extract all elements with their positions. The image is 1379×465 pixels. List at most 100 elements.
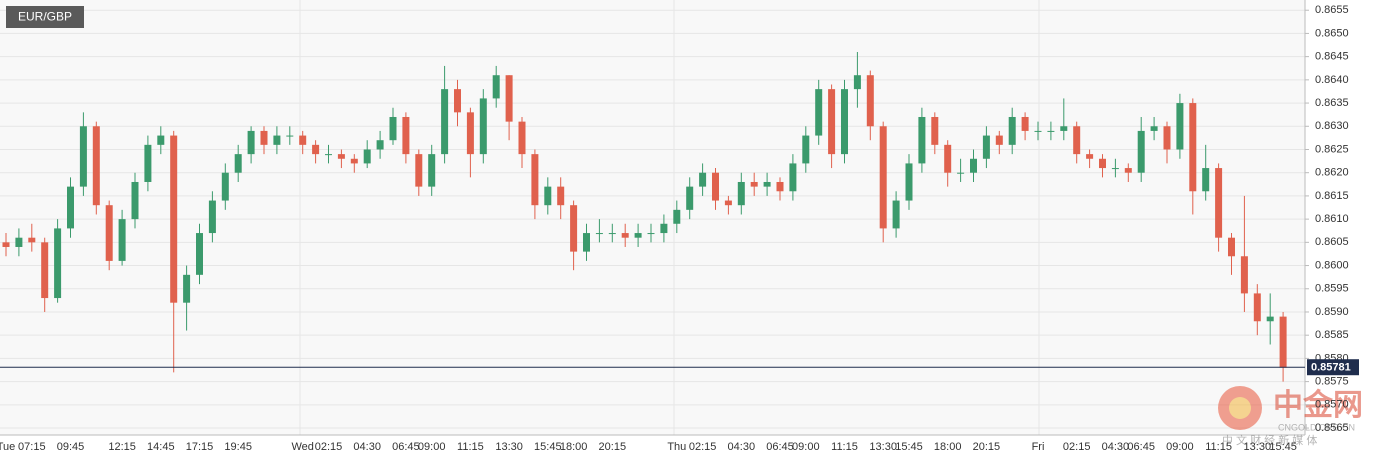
y-tick-label: 0.8575 xyxy=(1315,376,1349,388)
candle-body xyxy=(67,186,74,229)
y-tick-label: 0.8625 xyxy=(1315,143,1349,155)
candle-body xyxy=(686,186,694,210)
y-tick-label: 0.8645 xyxy=(1315,51,1349,63)
candle-body xyxy=(402,116,410,155)
x-tick-label: 15:45 xyxy=(534,441,562,453)
candle-body xyxy=(208,200,216,234)
y-tick-label: 0.8650 xyxy=(1315,27,1349,39)
candle-body xyxy=(15,237,23,247)
candle-body xyxy=(92,126,100,206)
candle-body xyxy=(454,89,461,113)
candle-body xyxy=(196,233,203,275)
x-tick-label: 09:00 xyxy=(1166,441,1194,453)
candle-body xyxy=(841,89,848,155)
candle-body xyxy=(647,233,655,235)
candle-body xyxy=(260,130,268,145)
candle-body xyxy=(1240,256,1248,294)
candle-body xyxy=(389,116,397,141)
candle-body xyxy=(802,135,810,164)
x-tick-label: 02:15 xyxy=(1063,441,1091,453)
candle-body xyxy=(479,98,487,155)
watermark-site: CNGOLD.ORG.CN xyxy=(1278,422,1355,432)
candle-body xyxy=(879,126,887,229)
candle-body xyxy=(505,75,513,122)
candle-body xyxy=(1189,103,1197,192)
candle-body xyxy=(415,154,423,187)
x-tick-label: 13:30 xyxy=(495,441,523,453)
candle-body xyxy=(1253,293,1261,322)
candle-body xyxy=(363,149,371,164)
candle-body xyxy=(905,163,913,201)
candle-body xyxy=(1150,126,1158,131)
candle-body xyxy=(1124,168,1132,173)
candle-body xyxy=(1060,126,1068,131)
candle-body xyxy=(1111,168,1119,170)
candle-body xyxy=(712,172,719,201)
candle-body xyxy=(273,135,281,145)
x-tick-label: 13:30 xyxy=(1244,441,1272,453)
y-tick-label: 0.8600 xyxy=(1315,259,1349,271)
candle-body xyxy=(337,154,345,159)
x-tick-label: 06:45 xyxy=(1127,441,1155,453)
candle-body xyxy=(750,181,758,187)
x-tick-label: 11:15 xyxy=(1205,441,1232,453)
x-tick-label: 04:30 xyxy=(1102,441,1130,453)
x-tick-label: 13:30 xyxy=(869,441,897,453)
candle-body xyxy=(492,75,500,99)
candle-body xyxy=(131,181,139,220)
candle-body xyxy=(105,205,113,261)
x-tick-label: 20:15 xyxy=(599,441,627,453)
candle-body xyxy=(234,154,242,173)
watermark: 中金网 CNGOLD.ORG.CN 中 文 财 经 新 媒 体 xyxy=(1218,386,1363,447)
y-tick-label: 0.8630 xyxy=(1315,120,1349,132)
y-tick-label: 0.8590 xyxy=(1315,306,1349,318)
x-tick-label: 17:15 xyxy=(186,441,214,453)
candle-body xyxy=(1266,316,1274,322)
candle-body xyxy=(815,89,823,136)
x-tick-label: 20:15 xyxy=(973,441,1001,453)
x-tick-label: 15:45 xyxy=(895,441,923,453)
candle-body xyxy=(544,186,552,206)
candle-body xyxy=(312,144,320,155)
candle-body xyxy=(1228,237,1235,257)
candle-body xyxy=(970,158,977,173)
candle-body xyxy=(79,126,87,187)
x-tick-label: 04:30 xyxy=(353,441,381,453)
watermark-logo xyxy=(1229,397,1251,419)
x-tick-label: 06:45 xyxy=(766,441,794,453)
candle-body xyxy=(699,172,707,187)
candle-body xyxy=(1279,316,1287,368)
candle-body xyxy=(673,209,681,224)
title-box xyxy=(6,6,84,28)
y-tick-label: 0.8640 xyxy=(1315,74,1349,86)
y-tick-label: 0.8620 xyxy=(1315,167,1349,179)
candle-body xyxy=(428,154,436,187)
candle-body xyxy=(1008,116,1016,145)
candle-body xyxy=(286,135,294,137)
candle-body xyxy=(931,116,939,145)
candle-body xyxy=(1215,168,1223,238)
candle-body xyxy=(221,172,229,201)
candle-body xyxy=(570,205,578,252)
candle-body xyxy=(853,75,861,90)
x-tick-label: 18:00 xyxy=(934,441,962,453)
candle-body xyxy=(866,75,874,127)
candle-body xyxy=(1202,168,1210,192)
x-tick-label: 07:15 xyxy=(18,441,46,453)
candle-body xyxy=(144,144,152,182)
x-tick-label: Fri xyxy=(1032,441,1045,453)
candle-body xyxy=(183,274,191,303)
candle-body xyxy=(170,135,178,303)
x-tick-label: 04:30 xyxy=(728,441,756,453)
x-tick-label: 15:45 xyxy=(1269,441,1297,453)
watermark-slogan: 中 文 财 经 新 媒 体 xyxy=(1222,433,1317,447)
candle-body xyxy=(325,154,332,156)
y-tick-label: 0.8565 xyxy=(1315,422,1349,434)
y-tick-label: 0.8610 xyxy=(1315,213,1349,225)
candle-body xyxy=(1163,126,1171,150)
x-tick-label: 09:45 xyxy=(57,441,85,453)
y-tick-label: 0.8605 xyxy=(1315,236,1349,248)
y-tick-label: 0.8595 xyxy=(1315,283,1349,295)
y-tick-label: 0.8655 xyxy=(1315,4,1349,16)
